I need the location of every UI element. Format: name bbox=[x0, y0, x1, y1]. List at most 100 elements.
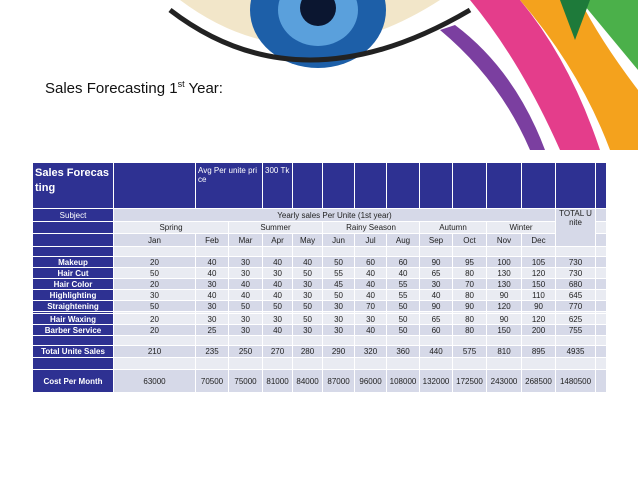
cell bbox=[595, 335, 608, 346]
row-label: Hair Cut bbox=[32, 267, 114, 279]
table-row: Makeup 20 40 30 40 40 50 60 60 90 95 100 105 730 bbox=[32, 256, 608, 268]
value-cell: 50 bbox=[386, 300, 421, 312]
cell bbox=[486, 335, 523, 346]
value-cell: 50 bbox=[113, 300, 196, 312]
row-label: Hair Color bbox=[32, 278, 114, 290]
value-cell: 235 bbox=[195, 345, 229, 358]
value-cell: 40 bbox=[419, 289, 454, 301]
value-cell: 268500 bbox=[521, 369, 557, 393]
month-label: Mar bbox=[227, 233, 264, 247]
cell bbox=[595, 278, 608, 290]
cell bbox=[486, 162, 523, 209]
decoration bbox=[168, 0, 638, 150]
cell bbox=[262, 335, 294, 346]
table-row: Spring Summer Rainy Season Autumn Winter bbox=[32, 221, 608, 234]
value-cell: 50 bbox=[292, 300, 324, 312]
value-cell: 243000 bbox=[486, 369, 523, 393]
table-row bbox=[32, 311, 608, 314]
cell bbox=[486, 357, 523, 370]
value-cell: 40 bbox=[195, 289, 229, 301]
cell bbox=[452, 357, 488, 370]
value-cell: 130 bbox=[486, 278, 523, 290]
total-cell: 770 bbox=[555, 300, 597, 312]
cell bbox=[386, 246, 421, 257]
cell bbox=[262, 246, 294, 257]
value-cell: 30 bbox=[227, 267, 264, 279]
value-cell: 65 bbox=[419, 313, 454, 325]
value-cell: 360 bbox=[386, 345, 421, 358]
cell bbox=[555, 246, 597, 257]
value-cell: 40 bbox=[262, 256, 294, 268]
value-cell: 895 bbox=[521, 345, 557, 358]
value-cell: 30 bbox=[419, 278, 454, 290]
cell bbox=[595, 267, 608, 279]
cell bbox=[555, 162, 597, 209]
cell bbox=[419, 335, 454, 346]
cell bbox=[354, 335, 388, 346]
table-row: Subject Yearly sales Per Unite (1st year)… bbox=[32, 208, 608, 247]
value-cell: 30 bbox=[113, 289, 196, 301]
cell bbox=[292, 335, 324, 346]
cell bbox=[113, 335, 196, 346]
value-cell: 90 bbox=[521, 300, 557, 312]
value-cell: 40 bbox=[262, 289, 294, 301]
cell bbox=[521, 246, 557, 257]
cell bbox=[595, 369, 608, 393]
subject-label: Subject bbox=[32, 208, 114, 222]
value-cell: 40 bbox=[354, 267, 388, 279]
title-text: Sales Forecasting 1 bbox=[45, 80, 178, 97]
total-cell: 730 bbox=[555, 256, 597, 268]
cell bbox=[452, 162, 488, 209]
season-label: Spring bbox=[113, 221, 229, 234]
value-cell: 63000 bbox=[113, 369, 196, 393]
row-label: Total Unite Sales bbox=[32, 345, 114, 358]
value-cell: 20 bbox=[113, 278, 196, 290]
row-label: Cost Per Month bbox=[32, 369, 114, 393]
value-cell: 50 bbox=[262, 300, 294, 312]
month-label: Feb bbox=[195, 233, 229, 247]
value-cell: 70 bbox=[452, 278, 488, 290]
total-cell: 1480500 bbox=[555, 369, 597, 393]
month-label: Apr bbox=[262, 233, 294, 247]
cell bbox=[292, 357, 324, 370]
price-value: 300 Tk bbox=[262, 162, 294, 209]
yearly-label: Yearly sales Per Unite (1st year) bbox=[112, 208, 557, 222]
value-cell: 120 bbox=[521, 267, 557, 279]
cell bbox=[595, 233, 608, 247]
cell bbox=[595, 313, 608, 325]
value-cell: 100 bbox=[486, 256, 523, 268]
total-cell: 680 bbox=[555, 278, 597, 290]
value-cell: 440 bbox=[419, 345, 454, 358]
cell bbox=[386, 357, 421, 370]
value-cell: 55 bbox=[386, 278, 421, 290]
value-cell: 45 bbox=[322, 278, 356, 290]
season-label: Rainy Season bbox=[322, 221, 421, 234]
row-label: Straightening bbox=[32, 300, 114, 312]
row-label: Hair Waxing bbox=[32, 313, 114, 325]
value-cell: 105 bbox=[521, 256, 557, 268]
cell bbox=[292, 162, 324, 209]
value-cell: 20 bbox=[113, 256, 196, 268]
cell bbox=[227, 357, 264, 370]
month-label: Sep bbox=[419, 233, 454, 247]
value-cell: 130 bbox=[486, 267, 523, 279]
table-row: Jan Feb Mar Apr May Jun Jul Aug Sep Oct Nov Dec bbox=[32, 233, 608, 247]
cell bbox=[354, 357, 388, 370]
month-label: Jun bbox=[322, 233, 356, 247]
cell bbox=[419, 357, 454, 370]
cell bbox=[521, 162, 557, 209]
cell bbox=[555, 357, 597, 370]
cell bbox=[521, 357, 557, 370]
cell bbox=[386, 335, 421, 346]
cell bbox=[595, 221, 608, 234]
value-cell: 50 bbox=[386, 324, 421, 336]
cell bbox=[595, 246, 608, 257]
cell bbox=[595, 208, 608, 222]
corner-label: Sales Forecasting bbox=[32, 162, 114, 209]
cell bbox=[227, 246, 264, 257]
value-cell: 30 bbox=[195, 300, 229, 312]
value-cell: 40 bbox=[386, 267, 421, 279]
row-label: Makeup bbox=[32, 256, 114, 268]
value-cell: 50 bbox=[227, 300, 264, 312]
